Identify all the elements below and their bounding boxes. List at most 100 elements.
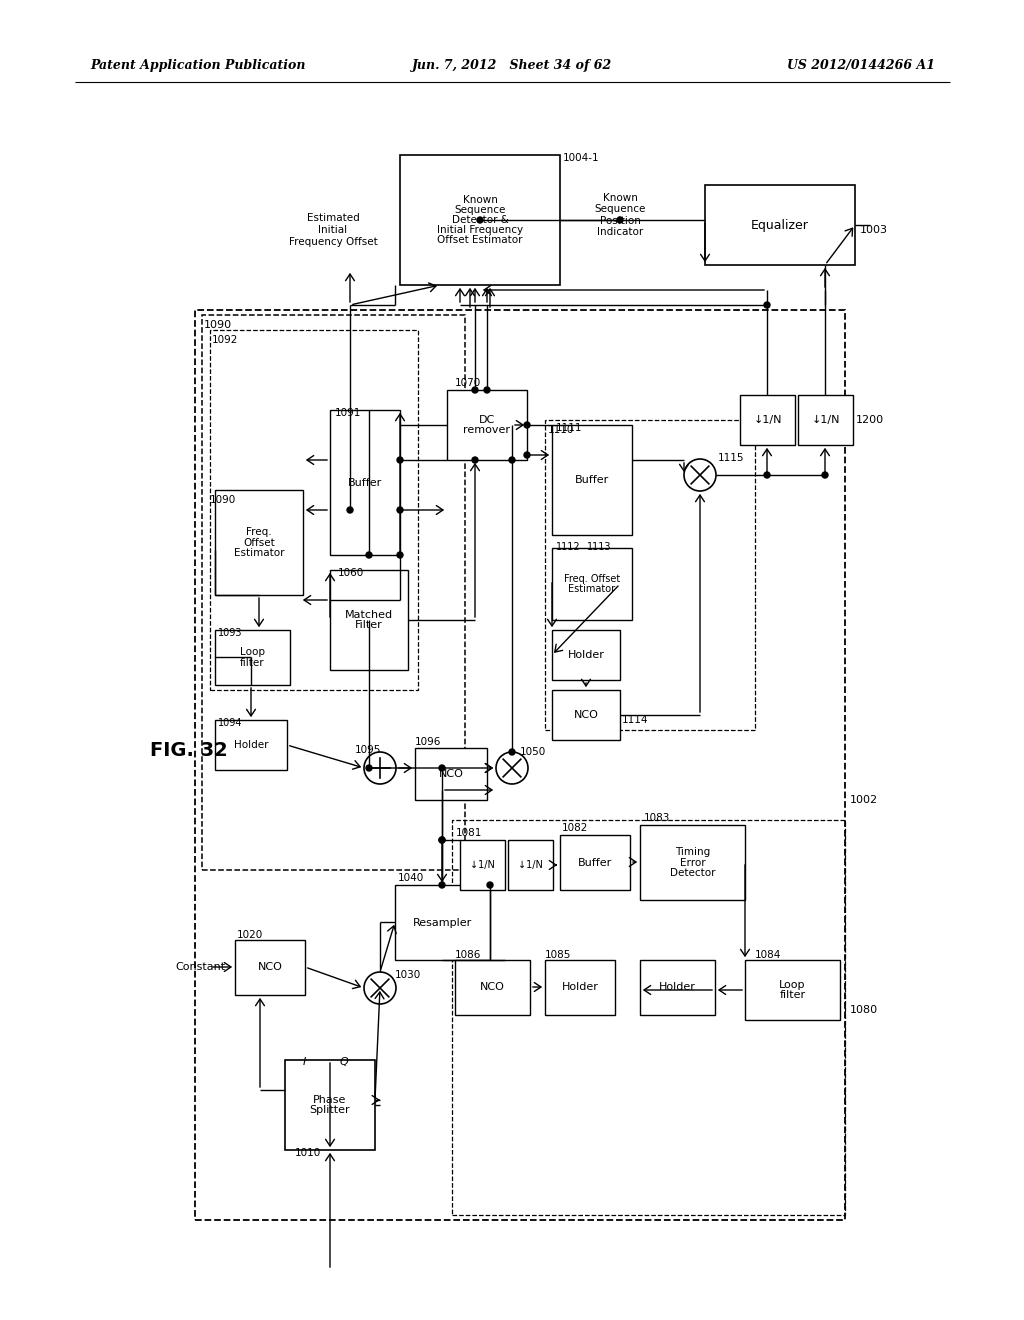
Text: 1080: 1080 bbox=[850, 1005, 879, 1015]
Text: Detector: Detector bbox=[670, 867, 715, 878]
Text: Splitter: Splitter bbox=[309, 1105, 350, 1115]
Text: remover: remover bbox=[464, 425, 511, 436]
Bar bbox=[552, 548, 632, 620]
Bar bbox=[215, 490, 303, 595]
Bar bbox=[740, 395, 795, 445]
Text: 1082: 1082 bbox=[562, 822, 589, 833]
Bar bbox=[210, 330, 418, 690]
Circle shape bbox=[472, 457, 478, 463]
Text: 1040: 1040 bbox=[398, 873, 424, 883]
Bar bbox=[215, 630, 290, 685]
Circle shape bbox=[509, 748, 515, 755]
Text: FIG. 32: FIG. 32 bbox=[150, 741, 227, 759]
Text: I: I bbox=[303, 1057, 306, 1067]
Text: Filter: Filter bbox=[355, 620, 383, 631]
Text: 1004-1: 1004-1 bbox=[563, 153, 600, 162]
Text: NCO: NCO bbox=[438, 770, 464, 779]
Text: Offset: Offset bbox=[243, 537, 274, 548]
Text: 1050: 1050 bbox=[520, 747, 546, 756]
Text: 1085: 1085 bbox=[545, 950, 571, 960]
Text: 1090: 1090 bbox=[210, 495, 237, 506]
Bar bbox=[545, 960, 615, 1015]
Text: filter: filter bbox=[779, 990, 806, 1001]
Circle shape bbox=[439, 837, 445, 843]
Bar bbox=[415, 748, 487, 800]
Text: 1093: 1093 bbox=[218, 628, 243, 638]
Bar bbox=[552, 425, 632, 535]
Text: Known: Known bbox=[463, 195, 498, 205]
Bar bbox=[552, 690, 620, 741]
Text: ↓1/N: ↓1/N bbox=[470, 861, 495, 870]
Bar bbox=[202, 315, 465, 870]
Text: Holder: Holder bbox=[233, 741, 268, 750]
Circle shape bbox=[366, 552, 372, 558]
Text: 1020: 1020 bbox=[237, 931, 263, 940]
Bar bbox=[215, 719, 287, 770]
Text: 1090: 1090 bbox=[204, 319, 232, 330]
Text: 1115: 1115 bbox=[718, 453, 744, 463]
Circle shape bbox=[617, 216, 623, 223]
Text: NCO: NCO bbox=[258, 962, 283, 973]
Text: 1094: 1094 bbox=[218, 718, 243, 729]
Bar bbox=[798, 395, 853, 445]
Text: ↓1/N: ↓1/N bbox=[754, 414, 781, 425]
Bar bbox=[640, 960, 715, 1015]
Text: Buffer: Buffer bbox=[574, 475, 609, 484]
Text: Q: Q bbox=[340, 1057, 349, 1067]
Bar bbox=[447, 389, 527, 459]
Text: Sequence: Sequence bbox=[455, 205, 506, 215]
Text: Estimator: Estimator bbox=[568, 583, 615, 594]
Bar bbox=[195, 310, 845, 1220]
Text: 1200: 1200 bbox=[856, 414, 884, 425]
Text: Phase: Phase bbox=[313, 1094, 347, 1105]
Text: Patent Application Publication: Patent Application Publication bbox=[90, 58, 305, 71]
Circle shape bbox=[347, 507, 353, 513]
Circle shape bbox=[366, 766, 372, 771]
Circle shape bbox=[822, 473, 828, 478]
Circle shape bbox=[764, 302, 770, 308]
Text: filter: filter bbox=[241, 657, 265, 668]
Circle shape bbox=[472, 387, 478, 393]
Circle shape bbox=[484, 387, 490, 393]
Text: Loop: Loop bbox=[779, 979, 806, 990]
Text: ↓1/N: ↓1/N bbox=[518, 861, 543, 870]
Text: NCO: NCO bbox=[480, 982, 505, 993]
Circle shape bbox=[487, 882, 493, 888]
Text: 1113: 1113 bbox=[587, 543, 611, 552]
Text: Holder: Holder bbox=[567, 649, 604, 660]
Text: Offset Estimator: Offset Estimator bbox=[437, 235, 522, 246]
Text: Jun. 7, 2012   Sheet 34 of 62: Jun. 7, 2012 Sheet 34 of 62 bbox=[412, 58, 612, 71]
Text: Timing: Timing bbox=[675, 847, 710, 858]
Text: 1092: 1092 bbox=[212, 335, 239, 345]
Text: US 2012/0144266 A1: US 2012/0144266 A1 bbox=[787, 58, 935, 71]
Circle shape bbox=[439, 766, 445, 771]
Bar bbox=[508, 840, 553, 890]
Bar bbox=[460, 840, 505, 890]
Text: 1086: 1086 bbox=[455, 950, 481, 960]
Text: 1114: 1114 bbox=[622, 715, 648, 725]
Circle shape bbox=[439, 882, 445, 888]
Circle shape bbox=[439, 837, 445, 843]
Text: Estimator: Estimator bbox=[233, 548, 285, 557]
Bar bbox=[395, 884, 490, 960]
Circle shape bbox=[764, 473, 770, 478]
Text: 1084: 1084 bbox=[755, 950, 781, 960]
Bar bbox=[330, 411, 400, 554]
Text: Error: Error bbox=[680, 858, 706, 867]
Text: 1081: 1081 bbox=[456, 828, 482, 838]
Text: 1096: 1096 bbox=[415, 737, 441, 747]
Text: Resampler: Resampler bbox=[413, 917, 472, 928]
Circle shape bbox=[397, 507, 403, 513]
Text: Detector &: Detector & bbox=[452, 215, 509, 224]
Circle shape bbox=[524, 422, 530, 428]
Bar bbox=[640, 825, 745, 900]
Text: Loop: Loop bbox=[240, 647, 265, 657]
Text: 1070: 1070 bbox=[455, 378, 481, 388]
Text: 1091: 1091 bbox=[335, 408, 361, 418]
Text: Constant: Constant bbox=[175, 962, 225, 972]
Text: Matched: Matched bbox=[345, 610, 393, 619]
Text: 1060: 1060 bbox=[338, 568, 365, 578]
Bar bbox=[552, 630, 620, 680]
Text: Initial Frequency: Initial Frequency bbox=[437, 226, 523, 235]
Text: Holder: Holder bbox=[561, 982, 598, 993]
